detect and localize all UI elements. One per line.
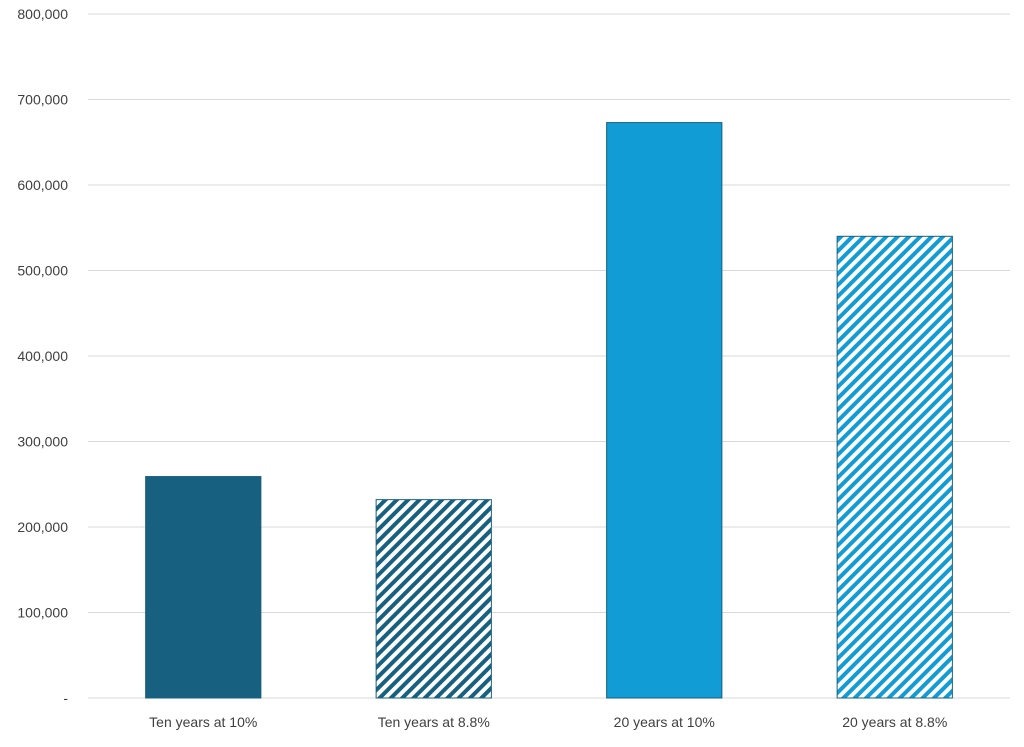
y-tick-label: 800,000: [17, 6, 68, 22]
y-tick-label: 600,000: [17, 177, 68, 193]
y-tick-label: 200,000: [17, 519, 68, 535]
x-tick-label: 20 years at 8.8%: [842, 714, 947, 730]
bars: [145, 122, 953, 699]
x-tick-label: Ten years at 8.8%: [378, 714, 490, 730]
x-axis-ticks: Ten years at 10% Ten years at 8.8% 20 year…: [149, 714, 947, 730]
bar-3: [606, 122, 723, 699]
y-tick-label: -: [63, 690, 68, 706]
x-tick-label: 20 years at 10%: [614, 714, 715, 730]
y-tick-label: 400,000: [17, 348, 68, 364]
bar-2: [375, 499, 492, 699]
bar-1: [145, 476, 262, 699]
y-axis-ticks: - 100,000 200,000 300,000 400,000 500,000 600,…: [17, 6, 68, 706]
bar-4: [836, 235, 953, 699]
x-tick-label: Ten years at 10%: [149, 714, 257, 730]
y-tick-label: 100,000: [17, 605, 68, 621]
y-tick-label: 500,000: [17, 263, 68, 279]
y-tick-label: 700,000: [17, 92, 68, 108]
y-tick-label: 300,000: [17, 434, 68, 450]
